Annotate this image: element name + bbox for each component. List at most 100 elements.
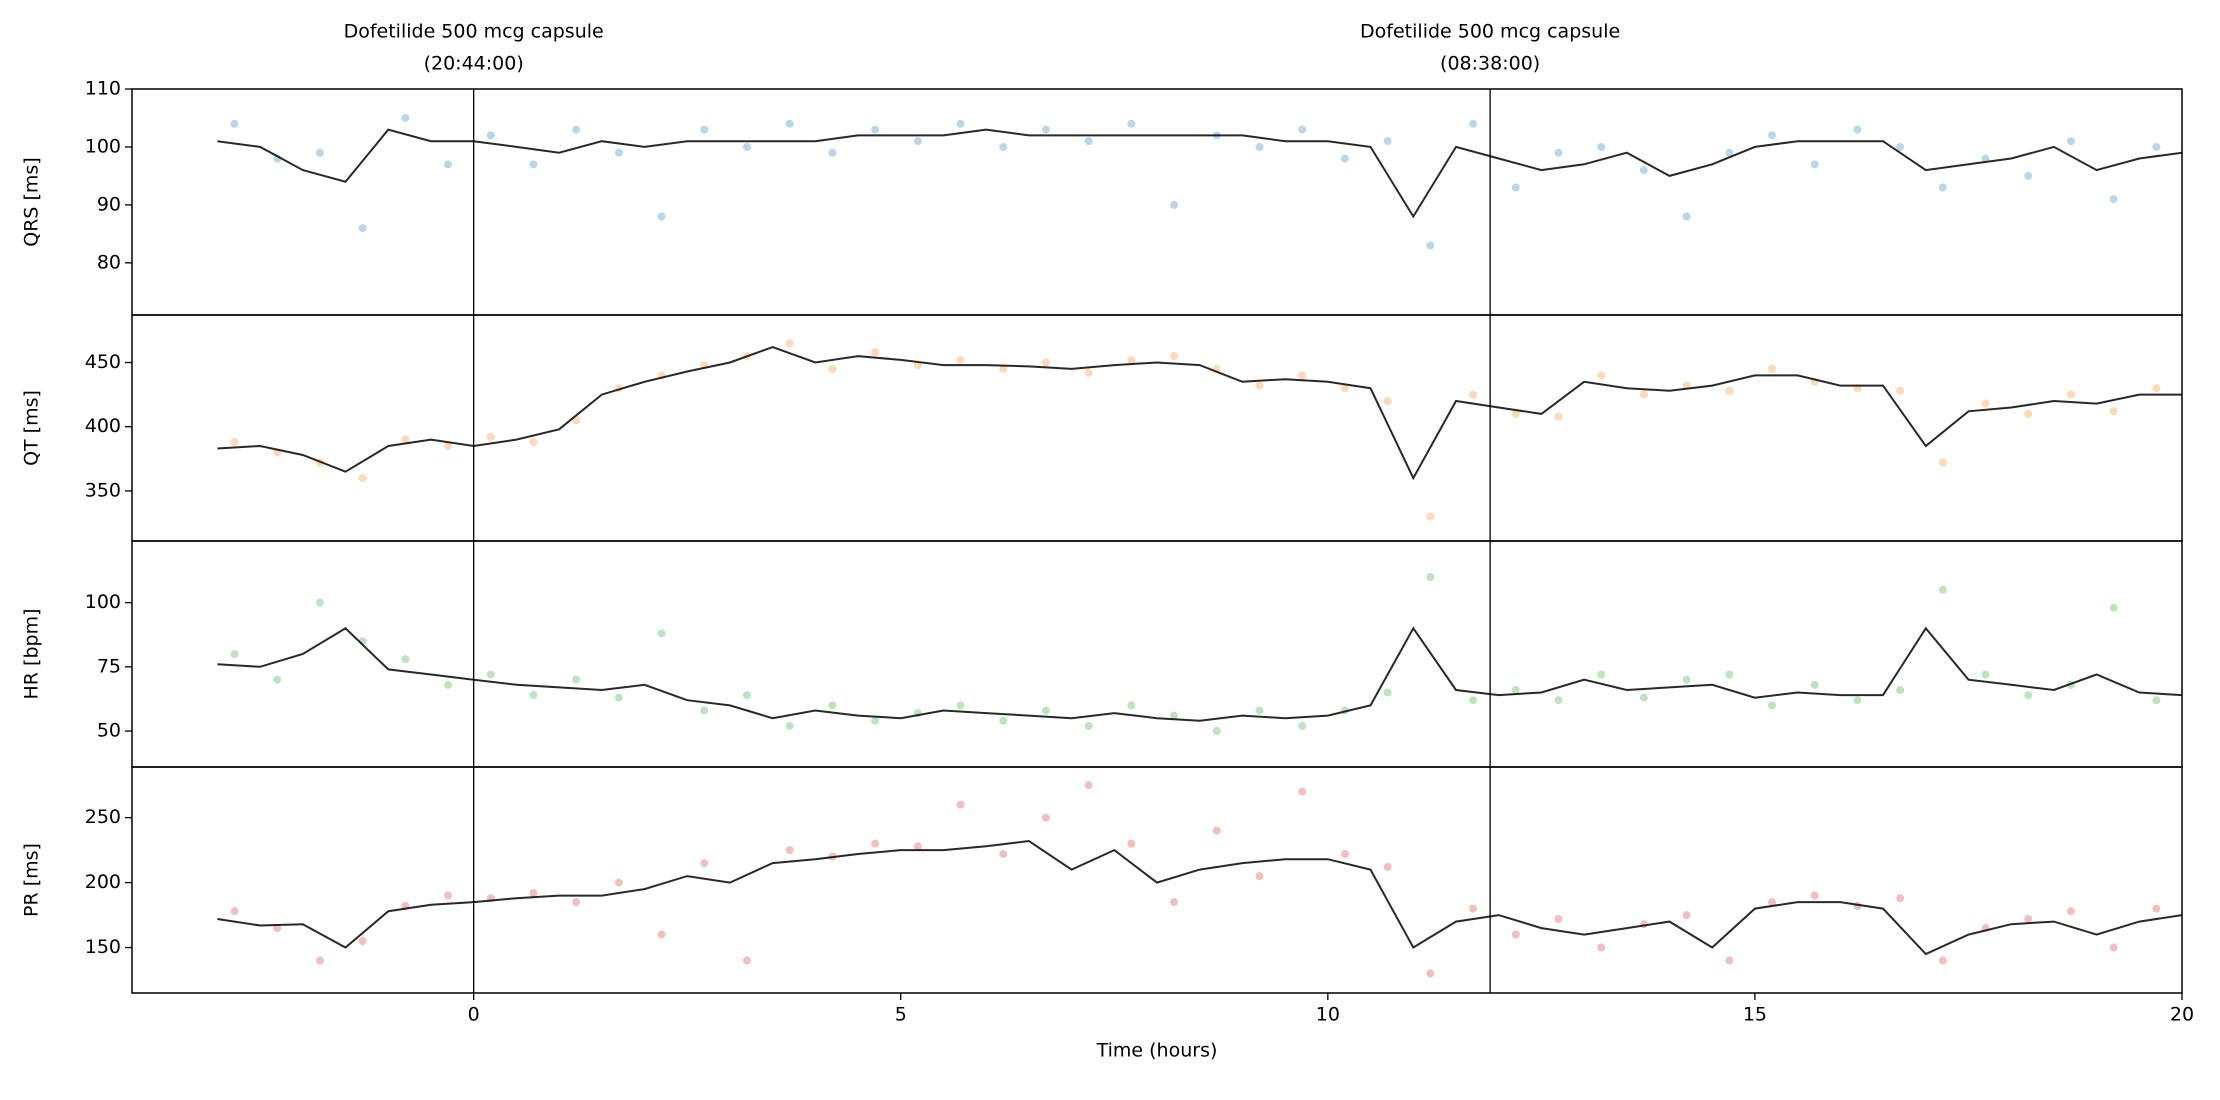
data-point [657,629,666,638]
data-point [273,924,282,933]
x-axis-label: Time (hours) [1096,1040,1218,1062]
data-point [1896,894,1905,903]
data-point [1127,355,1136,364]
data-point [743,691,751,700]
data-point [1725,148,1734,157]
data-point [2152,904,2161,913]
data-point [1639,166,1648,175]
data-point [614,693,623,702]
data-point [1170,200,1179,209]
data-point [1383,137,1392,146]
data-point [657,930,666,939]
data-point [358,224,367,233]
data-point [358,937,367,946]
data-point [1084,781,1093,790]
data-point [956,119,965,128]
data-point [614,878,623,887]
data-point [1725,956,1734,965]
data-point [700,125,709,134]
data-point [2152,696,2161,705]
data-point [486,131,495,140]
data-point [2024,914,2033,923]
y-tick-label: 150 [85,936,121,958]
data-point [2024,409,2033,418]
data-point [529,691,538,700]
data-point [785,846,794,855]
data-point [1255,381,1264,390]
y-tick-label: 100 [85,135,121,157]
y-axis-label: PR [ms] [21,843,43,917]
data-point [444,680,453,689]
y-tick-label: 450 [85,351,121,373]
data-point [956,355,965,364]
data-point [230,119,239,128]
data-point [1127,839,1136,848]
data-point [1768,131,1776,140]
data-point [1810,680,1819,689]
data-point [572,675,581,684]
data-point [1041,125,1050,134]
data-point [1212,826,1221,835]
data-point [1981,399,1990,408]
data-point [1383,863,1392,872]
data-point [1853,696,1862,705]
data-point [1170,352,1179,361]
data-point [2109,603,2118,612]
data-point [1469,119,1478,128]
data-point [1554,914,1563,923]
data-point [1298,721,1307,730]
data-point [1896,685,1905,694]
annotation-text: Dofetilide 500 mcg capsule [1360,21,1620,43]
data-point [1298,125,1307,134]
data-point [1597,943,1606,952]
data-point [1426,572,1435,581]
x-tick-label: 5 [895,1004,907,1026]
y-axis-label: QRS [ms] [21,157,43,247]
data-point [1426,969,1435,978]
data-point [1298,787,1307,796]
x-tick-label: 15 [1743,1004,1767,1026]
data-point [529,160,538,169]
y-tick-label: 100 [85,591,121,613]
y-tick-label: 90 [97,193,121,215]
data-point [1938,183,1947,192]
data-point [2066,390,2075,399]
data-point [358,474,367,483]
annotation-subtext: (20:44:00) [424,53,524,75]
data-point [1170,711,1179,720]
data-point [1597,142,1606,151]
data-point [1810,160,1819,169]
data-point [1725,386,1734,395]
data-point [999,364,1008,373]
data-point [1255,706,1264,715]
data-point [1981,670,1990,679]
data-point [913,137,922,146]
axes-frame [131,766,2183,994]
data-point [871,348,880,357]
data-point [1340,384,1349,393]
data-point [230,907,239,916]
data-point [999,850,1008,859]
data-point [2024,171,2033,180]
data-point [230,650,239,658]
data-point [1768,701,1776,710]
data-point [444,441,453,450]
data-point [2152,384,2161,393]
data-point [1768,364,1776,373]
data-point [1255,142,1264,151]
data-point [1426,241,1435,250]
y-tick-label: 400 [85,415,121,437]
data-point [999,716,1008,725]
data-point [1682,911,1691,920]
data-point [1127,119,1136,128]
data-point [700,706,709,715]
data-point [1938,585,1947,594]
data-point [1298,371,1307,380]
data-point [1084,137,1093,146]
data-point [828,148,837,157]
data-point [1084,368,1093,377]
data-point [1511,409,1520,418]
data-point [1896,386,1905,395]
x-tick-label: 0 [468,1004,480,1026]
axes-frame [131,314,2183,542]
